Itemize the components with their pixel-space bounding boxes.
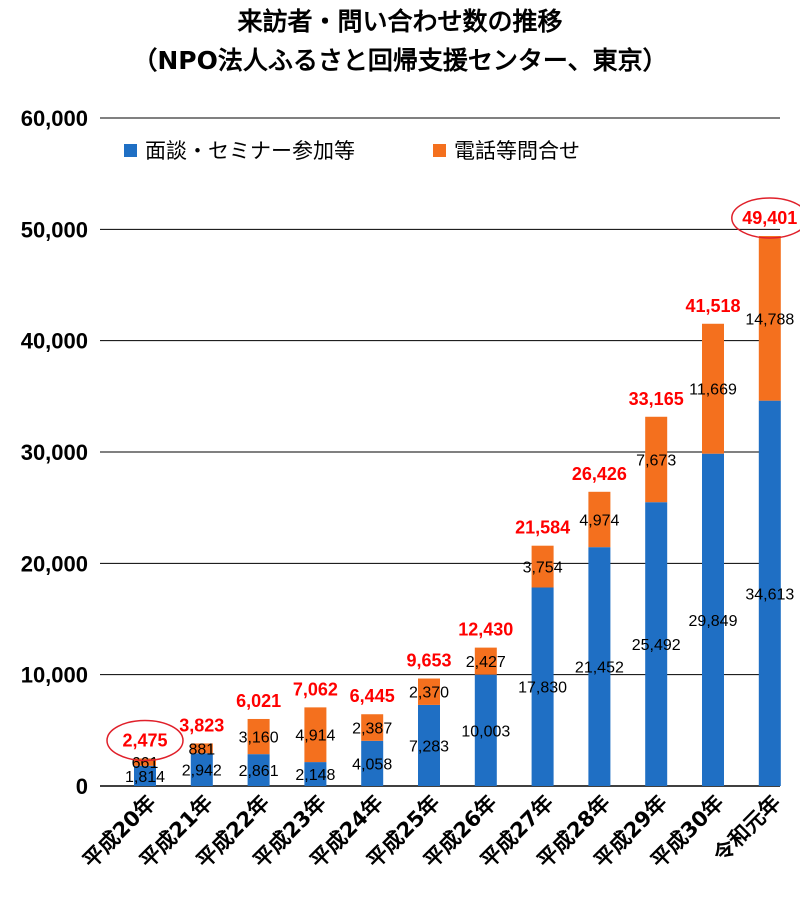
legend-label-series1: 面談・セミナー参加等 <box>145 139 355 163</box>
total-label: 7,062 <box>293 679 338 699</box>
bar-segment-series1 <box>531 587 554 786</box>
data-label-series1: 2,942 <box>182 763 222 780</box>
total-label: 41,518 <box>685 296 740 316</box>
data-label-series2: 2,387 <box>352 721 392 738</box>
y-tick-label: 60,000 <box>21 106 88 131</box>
highlight-ellipse <box>731 197 800 239</box>
x-axis: 平成20年平成21年平成22年平成23年平成24年平成25年平成26年平成27年… <box>78 791 785 873</box>
bars <box>134 236 781 786</box>
bar-segment-series1 <box>418 704 440 786</box>
total-label: 6,021 <box>236 691 281 711</box>
total-label: 9,653 <box>406 651 451 671</box>
data-label-series1: 29,849 <box>689 613 738 630</box>
data-label-series1: 4,058 <box>352 756 392 773</box>
bar-segment-series2 <box>361 714 384 741</box>
data-label-series1: 2,148 <box>295 767 335 784</box>
data-label-series1: 10,003 <box>461 723 510 740</box>
data-label-series2: 2,370 <box>409 685 449 702</box>
bar-segment-series2 <box>190 743 213 754</box>
bar-segment-series2 <box>645 416 668 503</box>
data-label-series1: 1,814 <box>125 769 165 786</box>
bar-segment-series1 <box>247 754 270 786</box>
bar-segment-series2 <box>702 323 724 454</box>
bar-segment-series1 <box>190 753 213 786</box>
total-label: 49,401 <box>742 208 797 228</box>
data-label-series2: 7,673 <box>636 452 676 469</box>
total-label: 3,823 <box>179 715 224 735</box>
bar-segment-series2 <box>304 707 327 763</box>
data-label-series2: 14,788 <box>745 311 794 328</box>
total-label: 2,475 <box>122 730 167 750</box>
bar-segment-series2 <box>418 678 440 705</box>
y-axis: 0 10,000 20,000 30,000 40,000 50,000 60,000 <box>21 106 88 799</box>
data-label-series2: 4,974 <box>579 512 619 529</box>
bar-segment-series2 <box>588 491 611 548</box>
total-label: 26,426 <box>572 464 627 484</box>
bar-segment-series1 <box>474 674 497 786</box>
highlight-ellipse <box>106 719 184 762</box>
bar-segment-series2 <box>474 647 497 675</box>
bar-segment-series2 <box>134 758 156 766</box>
total-label: 12,430 <box>458 620 513 640</box>
bar-segment-series1 <box>134 765 156 786</box>
data-label-series1: 2,861 <box>239 763 279 780</box>
data-label-series2: 11,669 <box>689 382 737 399</box>
data-label-series2: 3,160 <box>239 730 279 747</box>
y-tick-label: 0 <box>76 774 88 799</box>
bar-segment-series1 <box>645 502 668 786</box>
total-label: 33,165 <box>629 389 684 409</box>
y-tick-label: 30,000 <box>21 440 88 465</box>
data-label-series2: 3,754 <box>523 560 563 577</box>
data-label-series1: 34,613 <box>745 586 794 603</box>
total-label: 21,584 <box>515 518 570 538</box>
data-label-series1: 21,452 <box>575 660 624 677</box>
bar-segment-series1 <box>758 400 781 786</box>
data-label-series1: 7,283 <box>409 738 449 755</box>
data-label-series2: 2,427 <box>466 654 506 671</box>
data-label-series2: 661 <box>132 755 159 772</box>
bar-segment-series2 <box>758 236 781 401</box>
chart-title-line2: （NPO法人ふるさと回帰支援センター、東京） <box>132 46 667 75</box>
legend-swatch-series2 <box>433 144 446 157</box>
y-tick-label: 50,000 <box>21 217 88 242</box>
data-label-series1: 17,830 <box>518 680 567 697</box>
data-label-series2: 881 <box>188 741 215 758</box>
legend-swatch-series1 <box>124 144 137 157</box>
legend-label-series2: 電話等問合せ <box>454 139 580 163</box>
data-label-series2: 4,914 <box>295 728 335 745</box>
bar-segment-series1 <box>361 740 384 786</box>
bar-segment-series2 <box>531 545 554 588</box>
bar-segment-series1 <box>702 453 724 786</box>
legend: 面談・セミナー参加等 電話等問合せ <box>124 139 580 163</box>
bar-segment-series2 <box>247 718 270 755</box>
y-tick-label: 10,000 <box>21 663 88 688</box>
y-tick-label: 40,000 <box>21 329 88 354</box>
chart-title-line1: 来訪者・問い合わせ数の推移 <box>237 7 562 36</box>
total-label: 6,445 <box>350 686 395 706</box>
y-tick-label: 20,000 <box>21 551 88 576</box>
data-label-series1: 25,492 <box>632 637 681 654</box>
bar-segment-series1 <box>304 762 327 786</box>
bar-segment-series1 <box>588 547 611 786</box>
